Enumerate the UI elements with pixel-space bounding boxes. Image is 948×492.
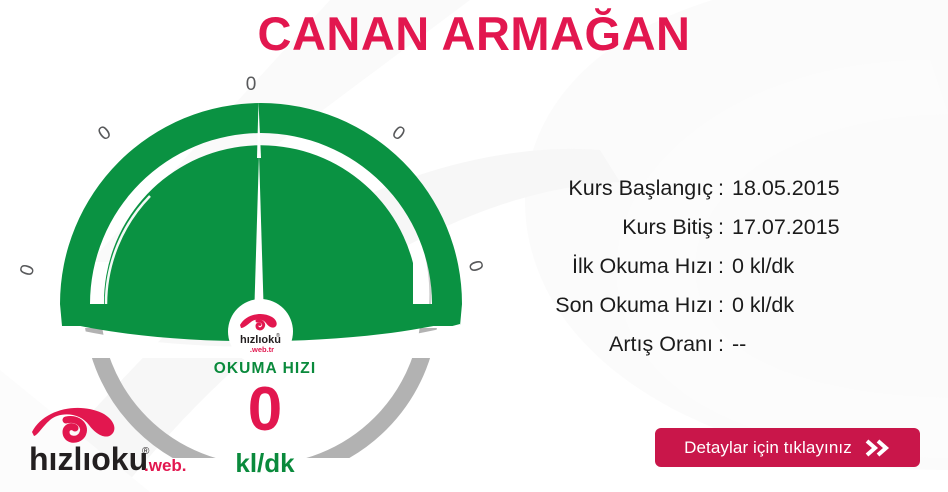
brand-spiral-icon	[62, 415, 87, 443]
gauge-fill-bottom-clip	[50, 324, 470, 358]
info-row-course-end: Kurs Bitiş : 17.07.2015	[495, 215, 895, 254]
double-chevron-right-icon	[865, 438, 891, 458]
gauge-tick-label-2: 0	[94, 122, 115, 145]
reading-speed-gauge: 0 0 0 0 0 hızlıoku ® .web.tr OKUMA HIZI …	[0, 58, 510, 478]
hizlioku-eye-icon	[240, 313, 277, 328]
hub-domain: .web.tr	[250, 345, 274, 354]
info-row-increase-rate: Artış Oranı : --	[495, 332, 895, 371]
brand-wordmark: hızlıoku	[29, 441, 148, 477]
hizlioku-spiral-icon	[255, 319, 266, 331]
gauge-tick-label-5: 0	[464, 258, 487, 275]
gauge-needle	[254, 154, 264, 320]
info-separator: :	[718, 176, 724, 200]
info-value-increase-rate: --	[731, 332, 747, 356]
gauge-tick-label-4: 0	[388, 122, 409, 145]
brand-registered-mark: ®	[142, 446, 150, 457]
info-separator: :	[718, 215, 724, 239]
info-value-final-speed: 0 kl/dk	[731, 293, 795, 317]
info-label-course-end: Kurs Bitiş	[622, 215, 713, 239]
gauge-tick-label-3: 0	[246, 74, 257, 95]
gauge-caption: OKUMA HIZI	[213, 360, 317, 377]
info-row-final-speed: Son Okuma Hızı : 0 kl/dk	[495, 293, 895, 332]
gauge-needle-slot	[257, 102, 261, 158]
hub-registered-mark: ®	[276, 332, 280, 339]
hub-wordmark: hızlıoku	[240, 334, 281, 346]
info-row-initial-speed: İlk Okuma Hızı : 0 kl/dk	[495, 254, 895, 293]
gauge-outer-band	[60, 103, 462, 304]
info-label-initial-speed: İlk Okuma Hızı	[572, 254, 713, 278]
brand-eye-icon	[32, 407, 115, 437]
info-separator: :	[718, 293, 724, 317]
gauge-hub-logo: hızlıoku ® .web.tr	[228, 299, 293, 364]
course-info-panel: Kurs Başlangıç : 18.05.2015 Kurs Bitiş :…	[495, 176, 895, 371]
gauge-track-arc	[83, 303, 439, 458]
info-separator: :	[718, 254, 724, 278]
info-value-initial-speed: 0 kl/dk	[731, 254, 795, 278]
gauge-inner-highlight	[104, 195, 151, 305]
gauge-tick-label-1: 0	[16, 262, 39, 279]
details-button-label: Detaylar için tıklayınız	[684, 437, 852, 457]
gauge-value: 0	[247, 375, 283, 444]
info-label-course-start: Kurs Başlangıç	[568, 176, 713, 200]
page-title: CANAN ARMAĞAN	[257, 7, 691, 60]
info-value-course-start: 18.05.2015	[731, 176, 840, 200]
brand-logo: hızlıoku ® .web.tr	[29, 407, 186, 477]
info-row-course-start: Kurs Başlangıç : 18.05.2015	[495, 176, 895, 215]
details-button[interactable]: Detaylar için tıklayınız	[655, 428, 920, 467]
info-label-final-speed: Son Okuma Hızı	[555, 293, 713, 317]
gauge-unit: kl/dk	[235, 448, 295, 478]
info-label-increase-rate: Artış Oranı	[609, 332, 713, 356]
info-value-course-end: 17.07.2015	[731, 215, 840, 239]
brand-domain: .web.tr	[144, 456, 186, 475]
info-separator: :	[718, 332, 724, 356]
